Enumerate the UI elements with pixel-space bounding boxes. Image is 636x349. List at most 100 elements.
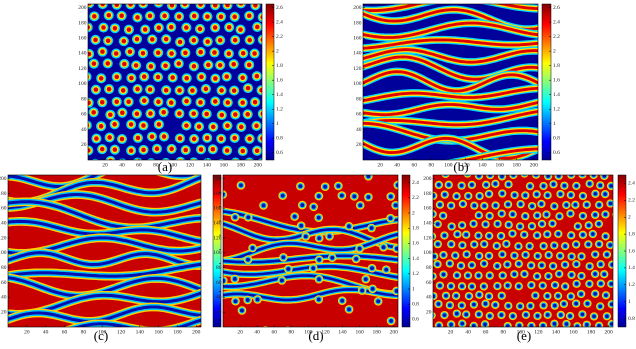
colorbar-tick-label: 2.4 — [628, 181, 635, 187]
spot — [593, 191, 598, 196]
spot — [106, 86, 112, 92]
x-tick-label: 200 — [530, 162, 539, 168]
spot — [93, 37, 98, 43]
spot — [448, 303, 452, 308]
spot — [505, 262, 510, 267]
spot — [292, 214, 297, 219]
spot — [449, 242, 454, 247]
spot — [259, 110, 262, 118]
spot — [511, 333, 515, 337]
x-tick-label: 100 — [517, 329, 526, 335]
spot — [135, 15, 140, 20]
x-tick-label: 120 — [534, 329, 543, 335]
spot — [433, 211, 436, 218]
spot — [176, 14, 182, 19]
spot — [122, 61, 127, 67]
spot — [512, 193, 517, 197]
spot — [535, 213, 540, 218]
spot — [299, 223, 304, 228]
spot — [449, 284, 453, 289]
spot — [212, 25, 218, 30]
spot — [521, 175, 528, 177]
spot — [134, 111, 140, 117]
spot — [439, 331, 447, 339]
y-tick-label: 140 — [423, 220, 432, 226]
colorbar-tick-label: 2.2 — [553, 34, 560, 40]
spot — [470, 183, 474, 187]
spot — [128, 148, 134, 153]
spot — [436, 183, 441, 187]
spot — [91, 110, 96, 115]
spot — [487, 273, 492, 278]
spot — [533, 293, 538, 298]
spot — [593, 213, 598, 217]
spot — [584, 322, 589, 327]
spot — [586, 223, 591, 228]
spot — [286, 267, 291, 271]
spot — [205, 14, 210, 19]
y-tick-label: 60 — [1, 280, 7, 286]
y-tick-label: 60 — [356, 112, 362, 118]
y-tick-label: 20 — [1, 309, 7, 315]
spot — [603, 234, 608, 239]
x-tick-label: 120 — [117, 329, 126, 335]
y-tick-label: 160 — [353, 36, 362, 42]
spot — [574, 242, 578, 247]
colorbar-tick-label: 1 — [276, 121, 279, 127]
spot — [354, 256, 359, 261]
spot — [605, 314, 609, 319]
spot — [541, 303, 546, 308]
spot — [112, 147, 118, 152]
spot — [334, 329, 338, 333]
spot — [524, 312, 528, 317]
spot — [199, 74, 204, 80]
spot — [510, 231, 515, 236]
spot — [500, 175, 504, 179]
spot — [495, 284, 500, 288]
spot — [191, 136, 197, 142]
x-tick-label: 20 — [24, 329, 30, 335]
y-tick-label: 120 — [353, 66, 362, 72]
spot — [105, 61, 111, 66]
spot — [528, 304, 533, 308]
spot — [449, 203, 453, 208]
y-tick-label: 100 — [423, 250, 432, 256]
y-tick-label: 40 — [1, 295, 7, 301]
spot — [470, 284, 474, 289]
spot — [558, 192, 563, 196]
spot — [358, 203, 363, 208]
spot — [581, 232, 585, 237]
spot — [224, 148, 230, 153]
spot — [232, 135, 237, 141]
y-tick-label: 180 — [353, 20, 362, 26]
spot — [246, 62, 252, 68]
colorbar-tick-label: 1.2 — [628, 282, 635, 288]
spot — [107, 135, 112, 140]
spot — [246, 215, 251, 220]
x-tick-label: 140 — [203, 162, 212, 168]
spot — [184, 98, 189, 104]
spot — [190, 158, 197, 160]
spot — [405, 327, 414, 336]
x-tick-label: 140 — [338, 329, 347, 335]
spot — [581, 214, 585, 218]
spot — [471, 221, 476, 226]
spot — [483, 222, 488, 227]
spot — [539, 263, 544, 268]
panel-label: (a) — [158, 159, 172, 174]
spot — [546, 175, 550, 179]
spot — [148, 64, 154, 69]
spot — [441, 213, 446, 218]
spot — [155, 50, 161, 56]
spot — [608, 243, 613, 247]
spot — [161, 157, 171, 160]
heatmap — [433, 175, 613, 339]
spot — [247, 160, 252, 165]
spot — [523, 214, 528, 219]
spot — [232, 37, 238, 43]
spot — [168, 100, 174, 105]
spot — [547, 333, 551, 337]
spot — [506, 202, 510, 207]
colorbar-tick-label: 0.6 — [276, 150, 283, 156]
spot — [169, 146, 174, 152]
